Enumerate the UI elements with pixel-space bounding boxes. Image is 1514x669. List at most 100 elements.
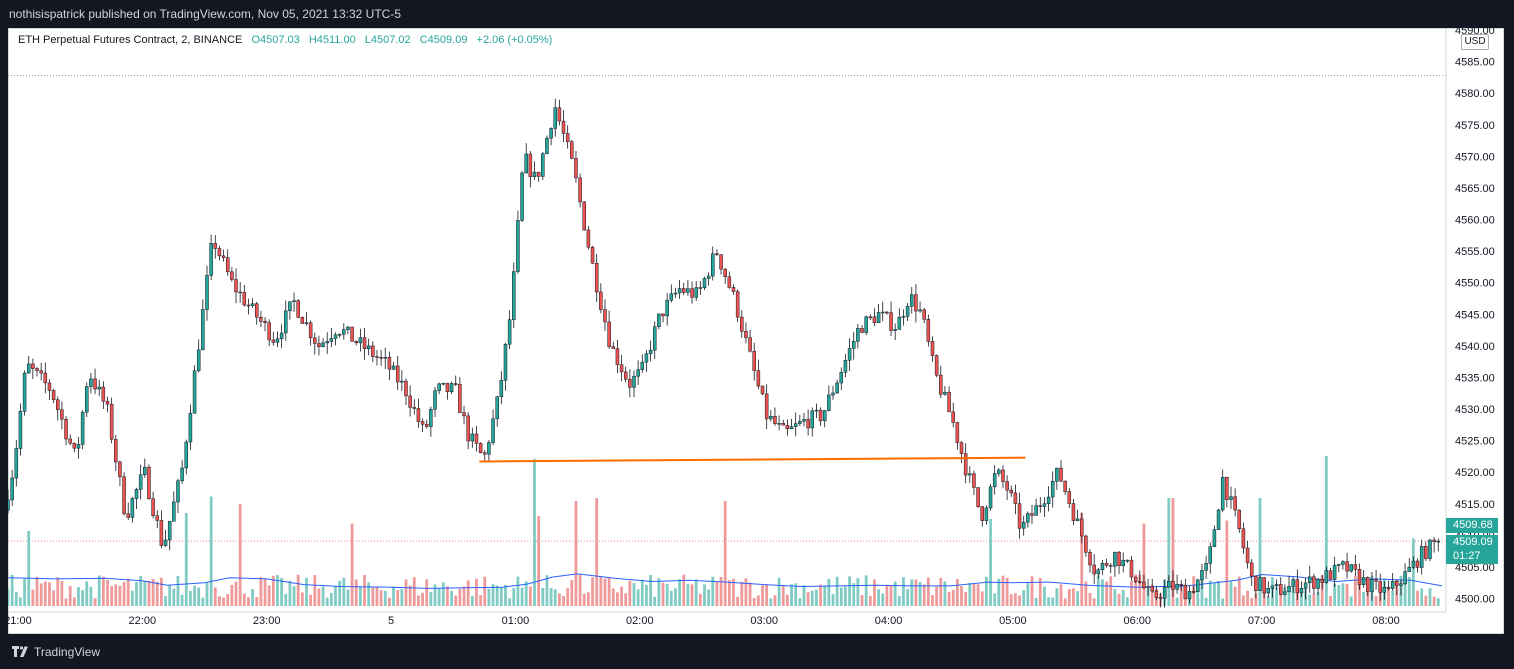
candle xyxy=(740,310,744,338)
volume-bar xyxy=(106,579,109,606)
candle xyxy=(1411,556,1416,570)
tradingview-logo-icon[interactable] xyxy=(12,644,28,658)
volume-bar xyxy=(727,580,731,606)
candle-body xyxy=(172,501,176,522)
volume-bar xyxy=(1337,585,1341,606)
volume-bar xyxy=(711,576,715,606)
volume-bar xyxy=(1403,578,1407,606)
price-chart[interactable]: 4500.004505.004510.004515.004520.004525.… xyxy=(8,28,1504,634)
candle xyxy=(1229,486,1233,509)
high-value: H4511.00 xyxy=(308,34,356,46)
candle xyxy=(711,246,715,281)
chart-frame[interactable] xyxy=(8,28,1504,634)
volume-bar xyxy=(889,585,893,606)
candle-body xyxy=(1001,469,1005,482)
candle-body xyxy=(839,372,844,384)
time-tick-label: 06:00 xyxy=(1124,615,1152,627)
brand-name[interactable]: TradingView xyxy=(34,645,101,659)
volume-bar xyxy=(172,588,176,606)
volume-bar xyxy=(586,592,590,606)
candle xyxy=(474,425,479,452)
candle-body xyxy=(984,507,989,521)
candle xyxy=(1341,560,1345,570)
candle-body xyxy=(980,506,984,521)
price-tick-label: 4565.00 xyxy=(1455,183,1495,195)
candle xyxy=(1030,504,1034,524)
candle-body xyxy=(1324,570,1329,583)
volume-bar xyxy=(205,582,209,606)
candle-body xyxy=(184,441,189,469)
currency-badge[interactable]: USD xyxy=(1461,34,1489,50)
volume-bar xyxy=(520,587,524,606)
candle xyxy=(532,161,537,180)
candle xyxy=(453,375,458,387)
candle xyxy=(1146,578,1150,596)
volume-bar xyxy=(325,597,329,606)
volume-bar xyxy=(810,590,814,606)
candle xyxy=(60,401,64,430)
candle xyxy=(1150,578,1154,593)
candle-body xyxy=(1424,546,1428,559)
volume-bar xyxy=(1308,594,1312,606)
candle xyxy=(122,472,126,516)
candle-body xyxy=(1386,586,1391,589)
volume-bar xyxy=(19,597,22,606)
candle xyxy=(55,396,60,421)
candle-body xyxy=(1337,564,1341,566)
candle xyxy=(590,245,595,264)
candle-body xyxy=(1241,528,1246,549)
volume-bar xyxy=(1117,593,1121,606)
volume-bar xyxy=(819,584,822,606)
volume-bar xyxy=(599,576,603,606)
candle xyxy=(130,496,135,523)
candle-body xyxy=(1249,562,1254,577)
volume-bar xyxy=(247,597,250,606)
candle xyxy=(785,419,790,436)
volume-bar xyxy=(35,576,39,606)
candle xyxy=(462,405,466,425)
candle-body xyxy=(578,177,582,203)
volume-bar xyxy=(781,585,785,606)
candle xyxy=(930,336,935,362)
candle xyxy=(375,350,379,366)
volume-bar xyxy=(752,598,756,606)
volume-bar xyxy=(358,586,362,606)
volume-bar xyxy=(997,578,1001,606)
candle-body xyxy=(764,393,769,420)
volume-bar xyxy=(408,585,412,606)
candle-body xyxy=(279,332,284,340)
candle-body xyxy=(416,408,421,422)
volume-bar xyxy=(450,590,453,606)
volume-bar xyxy=(785,594,789,606)
candle-body xyxy=(1303,582,1308,589)
candle-body xyxy=(1390,581,1395,589)
candle-body xyxy=(1042,503,1047,507)
candle xyxy=(1361,570,1366,588)
candle-body xyxy=(880,311,885,314)
volume-bar xyxy=(1038,577,1042,606)
candle xyxy=(126,502,130,520)
candle-body xyxy=(1063,480,1067,492)
candle xyxy=(284,300,288,341)
candle-body xyxy=(582,201,587,231)
close-value: C4509.09 xyxy=(419,34,468,46)
candle xyxy=(449,381,454,395)
candle xyxy=(300,316,305,324)
volume-bar xyxy=(1420,588,1424,606)
candle xyxy=(512,262,516,328)
candle-body xyxy=(163,539,168,546)
candle xyxy=(478,442,483,454)
candle xyxy=(176,478,180,513)
countdown-tag: 01:27 xyxy=(1446,549,1498,564)
candle-body xyxy=(1030,513,1034,516)
volume-bar xyxy=(541,587,545,606)
volume-bar xyxy=(582,593,586,606)
candle-body xyxy=(939,374,943,395)
candle xyxy=(491,409,495,446)
volume-bar xyxy=(1072,588,1075,606)
volume-bar xyxy=(85,581,89,606)
symbol-name[interactable]: ETH Perpetual Futures Contract, 2, BINAN… xyxy=(18,34,243,46)
volume-bar xyxy=(1092,598,1096,606)
price-tick-label: 4505.00 xyxy=(1455,562,1495,574)
volume-bar xyxy=(1320,575,1324,606)
